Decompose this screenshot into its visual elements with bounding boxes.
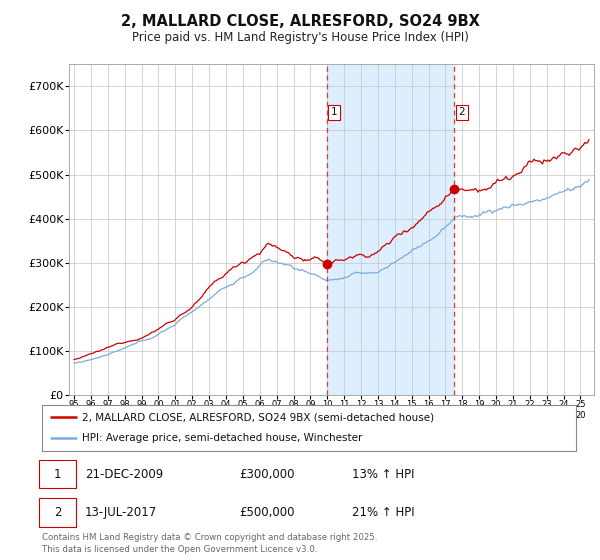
Text: Price paid vs. HM Land Registry's House Price Index (HPI): Price paid vs. HM Land Registry's House …	[131, 31, 469, 44]
Text: 2: 2	[458, 108, 465, 117]
FancyBboxPatch shape	[42, 405, 576, 451]
Text: 13-JUL-2017: 13-JUL-2017	[85, 506, 157, 519]
Text: 1: 1	[331, 108, 338, 117]
Text: 2, MALLARD CLOSE, ALRESFORD, SO24 9BX: 2, MALLARD CLOSE, ALRESFORD, SO24 9BX	[121, 14, 479, 29]
Text: 2, MALLARD CLOSE, ALRESFORD, SO24 9BX (semi-detached house): 2, MALLARD CLOSE, ALRESFORD, SO24 9BX (s…	[82, 412, 434, 422]
Text: 2: 2	[54, 506, 61, 519]
Text: 21-DEC-2009: 21-DEC-2009	[85, 468, 163, 480]
Bar	[327, 64, 454, 395]
Text: £500,000: £500,000	[239, 506, 295, 519]
Text: 21% ↑ HPI: 21% ↑ HPI	[352, 506, 415, 519]
FancyBboxPatch shape	[40, 460, 76, 488]
Text: HPI: Average price, semi-detached house, Winchester: HPI: Average price, semi-detached house,…	[82, 433, 362, 444]
FancyBboxPatch shape	[40, 498, 76, 527]
Text: Contains HM Land Registry data © Crown copyright and database right 2025.
This d: Contains HM Land Registry data © Crown c…	[42, 533, 377, 554]
Text: £300,000: £300,000	[239, 468, 295, 480]
Text: 13% ↑ HPI: 13% ↑ HPI	[352, 468, 414, 480]
Text: 1: 1	[54, 468, 61, 480]
